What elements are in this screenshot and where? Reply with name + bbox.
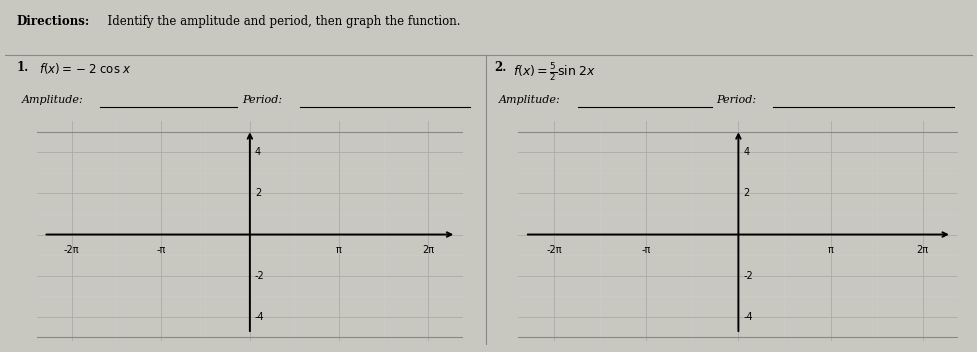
Text: 1.: 1. [17, 61, 28, 74]
Text: $f(x)=-2\ \mathrm{cos}\ x$: $f(x)=-2\ \mathrm{cos}\ x$ [39, 61, 132, 76]
Text: Identify the amplitude and period, then graph the function.: Identify the amplitude and period, then … [100, 15, 460, 29]
Text: Directions:: Directions: [17, 15, 90, 29]
Text: π: π [336, 245, 342, 255]
Text: Period:: Period: [716, 95, 756, 105]
Text: -2: -2 [743, 271, 752, 281]
Text: 2: 2 [743, 188, 749, 199]
Text: 4: 4 [743, 147, 749, 157]
Text: -4: -4 [743, 312, 752, 322]
Text: -π: -π [156, 245, 165, 255]
Text: -π: -π [641, 245, 651, 255]
Text: 2π: 2π [915, 245, 928, 255]
Text: Amplitude:: Amplitude: [498, 95, 560, 105]
Text: 2: 2 [255, 188, 261, 199]
Text: -4: -4 [255, 312, 265, 322]
Text: Amplitude:: Amplitude: [22, 95, 84, 105]
Text: 4: 4 [255, 147, 261, 157]
Text: -2π: -2π [64, 245, 79, 255]
Text: Period:: Period: [242, 95, 282, 105]
Text: -2: -2 [255, 271, 265, 281]
Text: π: π [827, 245, 832, 255]
Text: 2.: 2. [493, 61, 506, 74]
Text: -2π: -2π [546, 245, 561, 255]
Text: 2π: 2π [422, 245, 434, 255]
Text: $f(x)=\frac{5}{2}\mathrm{sin}\ 2x$: $f(x)=\frac{5}{2}\mathrm{sin}\ 2x$ [513, 61, 596, 83]
